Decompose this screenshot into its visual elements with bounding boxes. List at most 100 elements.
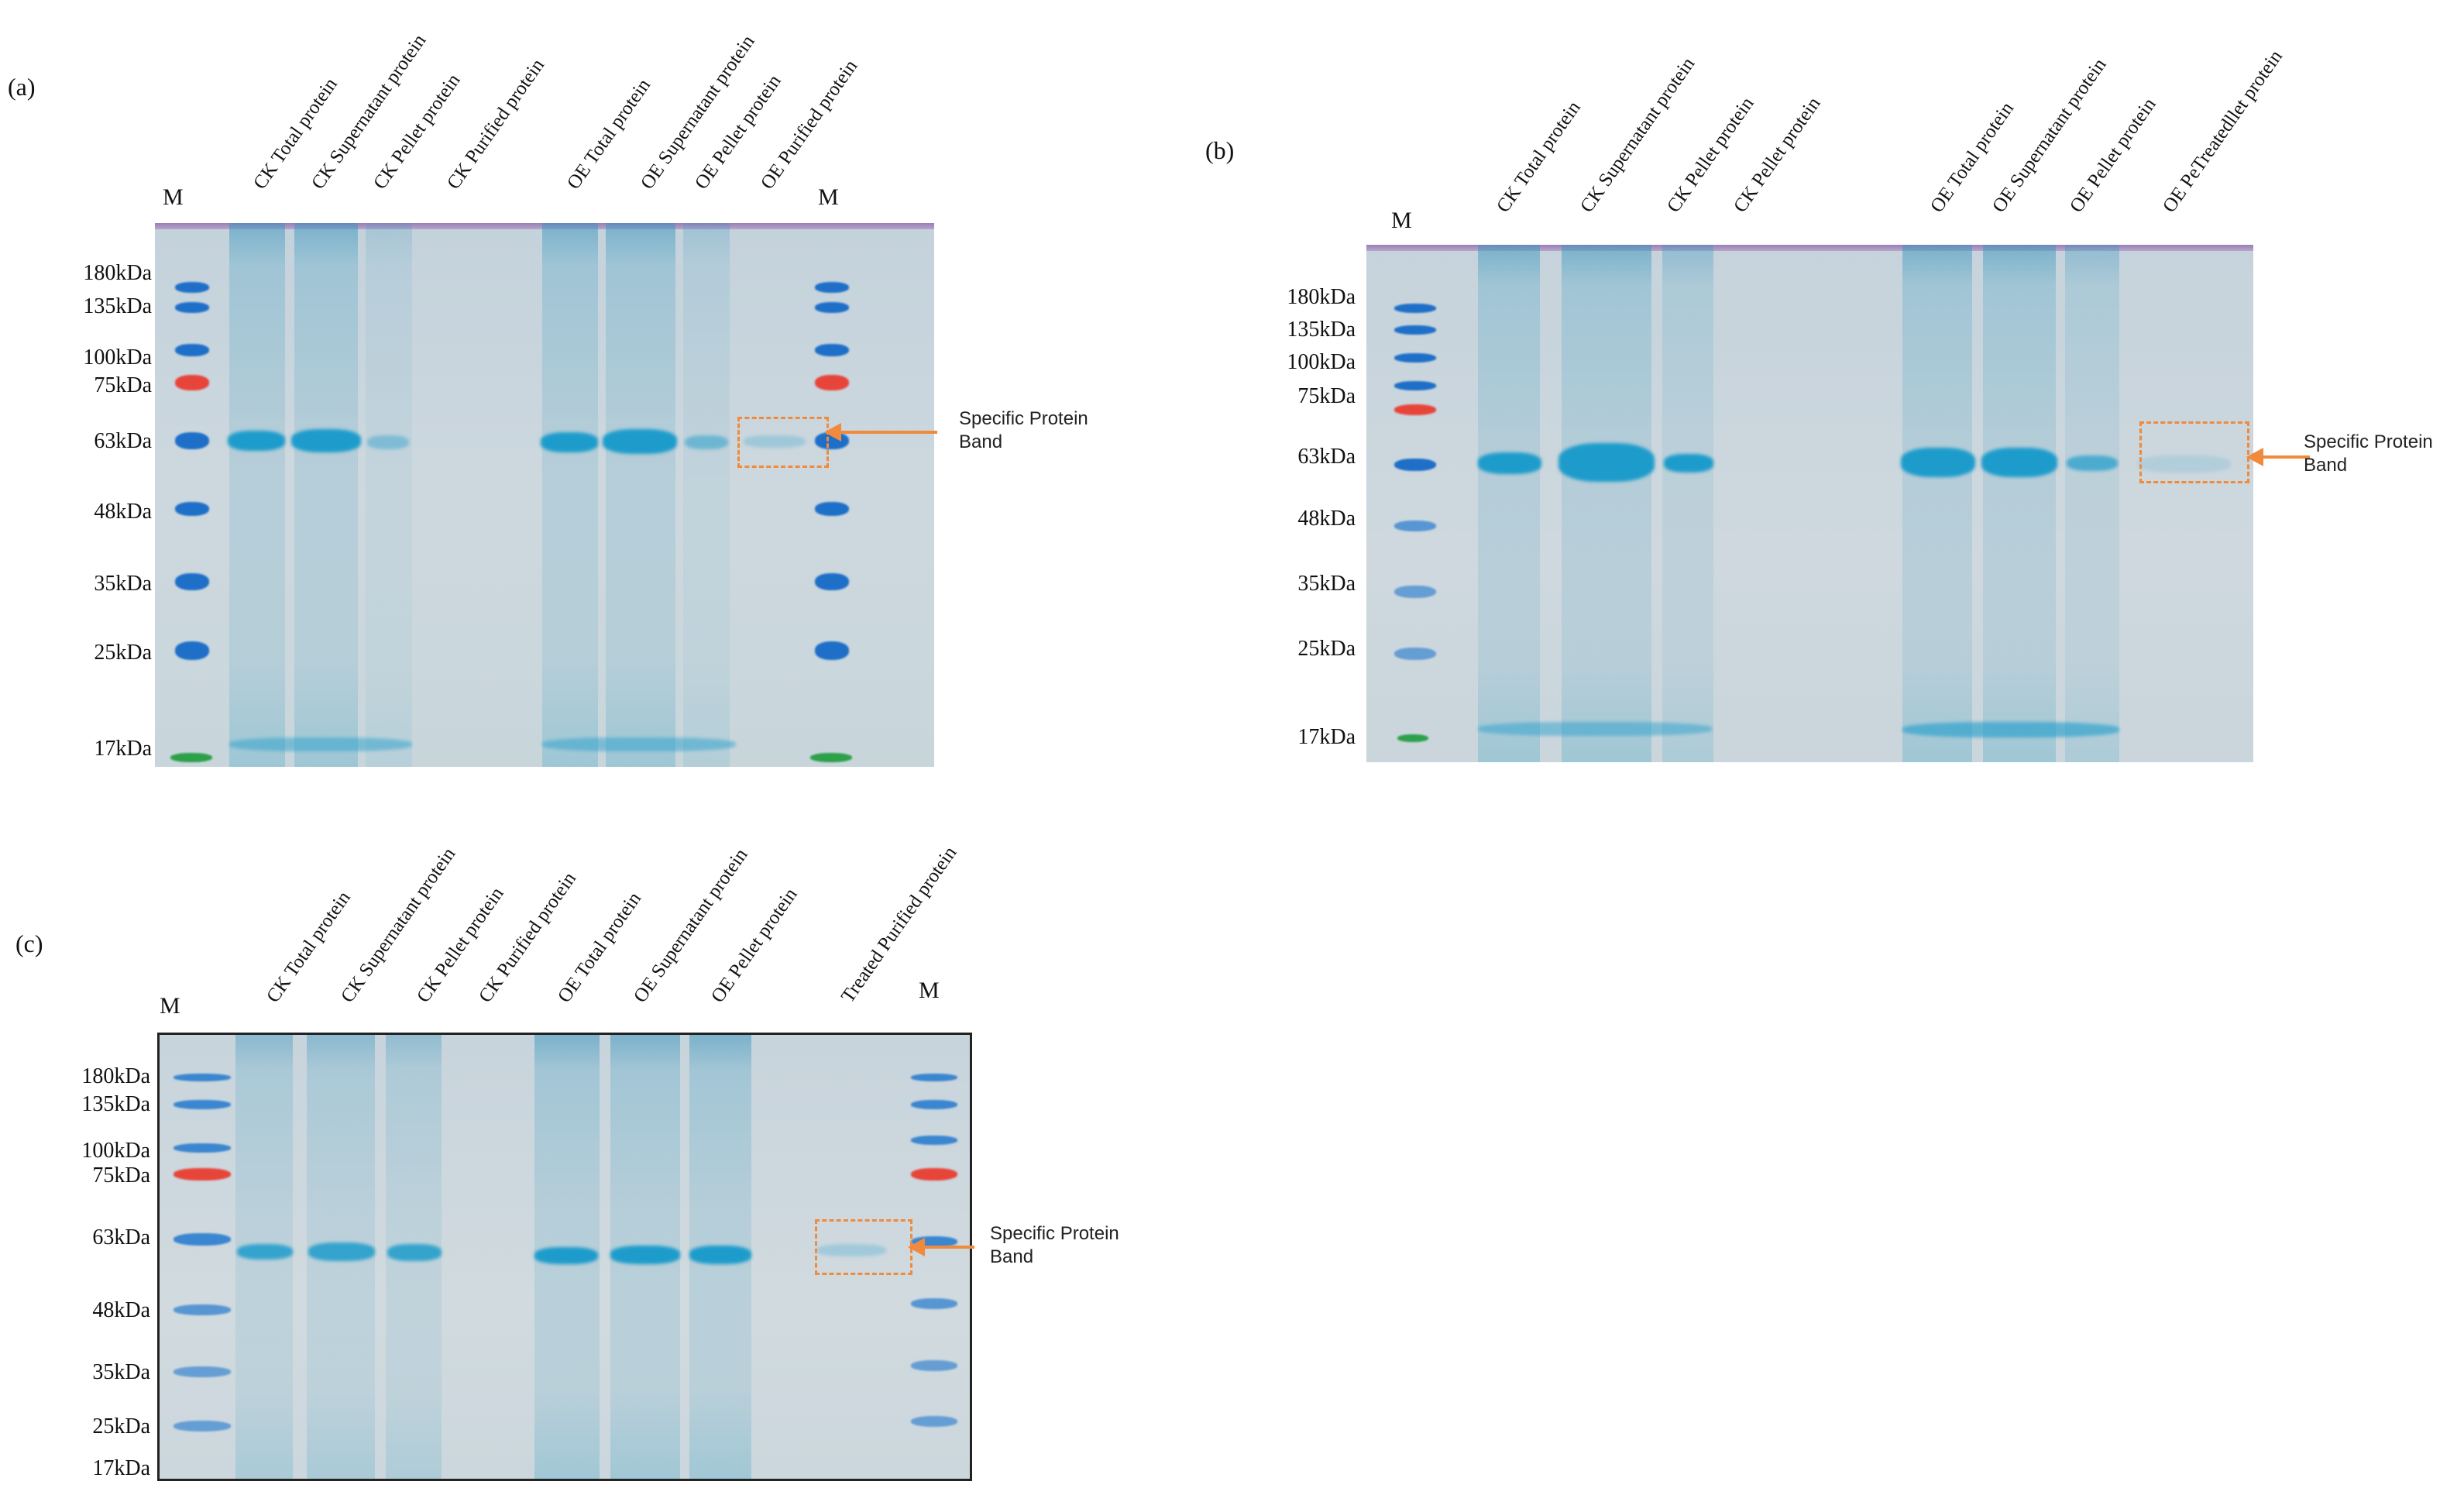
marker-band bbox=[174, 1421, 231, 1431]
sample-lane bbox=[366, 223, 412, 767]
panel-a-mw-17: 17kDa bbox=[94, 737, 152, 761]
panel-b-lane-label-1: CK Total protein bbox=[1493, 97, 1585, 217]
sample-lane bbox=[683, 223, 730, 767]
sample-lane bbox=[229, 223, 285, 767]
annotation-line-2: Band bbox=[990, 1246, 1034, 1267]
protein-band bbox=[387, 1244, 442, 1261]
protein-band bbox=[744, 435, 806, 448]
panel-a-lane-label-2: CK Supernatant protein bbox=[308, 30, 431, 194]
panel-c-mw-48: 48kDa bbox=[92, 1298, 150, 1322]
panel-c-annotation: Specific Protein Band bbox=[990, 1222, 1119, 1269]
panel-b-arrow bbox=[2246, 448, 2310, 466]
panel-a-highlight-box bbox=[737, 417, 829, 468]
marker-band bbox=[911, 1360, 957, 1371]
annotation-line-1: Specific Protein bbox=[959, 408, 1088, 429]
marker-band bbox=[911, 1298, 957, 1309]
sample-lane bbox=[1478, 245, 1540, 762]
panel-c-mw-25: 25kDa bbox=[92, 1414, 150, 1438]
marker-band bbox=[911, 1168, 957, 1181]
panel-a-mw-35: 35kDa bbox=[94, 572, 152, 596]
panel-c-mw-180: 180kDa bbox=[81, 1064, 150, 1088]
marker-band bbox=[815, 502, 849, 516]
protein-band bbox=[291, 429, 361, 452]
marker-band bbox=[1394, 381, 1436, 390]
panel-c-lane-label-7: OE Pellet protein bbox=[707, 884, 802, 1007]
protein-band bbox=[816, 1244, 886, 1256]
marker-band bbox=[815, 375, 849, 390]
marker-band bbox=[170, 753, 212, 762]
annotation-line-2: Band bbox=[2304, 455, 2348, 476]
marker-band bbox=[174, 1304, 231, 1315]
panel-a-mw-180: 180kDa bbox=[83, 261, 152, 285]
panel-c-marker-label-left: M bbox=[160, 993, 180, 1019]
dye-front bbox=[229, 737, 412, 751]
marker-band bbox=[815, 573, 849, 590]
panel-a-gel-image bbox=[155, 223, 934, 767]
panel-a-tag: (a) bbox=[8, 73, 36, 101]
panel-b-lane-label-8: OE PeTreatedllet protein bbox=[2159, 46, 2287, 217]
sample-lane bbox=[2065, 245, 2119, 762]
marker-band bbox=[175, 502, 209, 516]
panel-a-marker-label-left: M bbox=[163, 184, 184, 210]
protein-band bbox=[541, 432, 598, 452]
panel-c-mw-35: 35kDa bbox=[92, 1360, 150, 1384]
panel-b-highlight-box bbox=[2139, 421, 2249, 483]
panel-b-mw-17: 17kDa bbox=[1297, 725, 1356, 749]
marker-band bbox=[911, 1100, 957, 1109]
panel-a-marker-label-right: M bbox=[818, 184, 839, 210]
panel-c-arrow bbox=[908, 1238, 974, 1256]
marker-band bbox=[1394, 459, 1436, 471]
protein-band bbox=[237, 1244, 293, 1260]
marker-band bbox=[815, 641, 849, 660]
protein-band bbox=[1478, 452, 1541, 474]
panel-c-mw-63: 63kDa bbox=[92, 1225, 150, 1249]
annotation-line-1: Specific Protein bbox=[990, 1223, 1119, 1244]
panel-c-mw-100: 100kDa bbox=[81, 1139, 150, 1163]
annotation-line-1: Specific Protein bbox=[2304, 431, 2433, 452]
marker-band bbox=[174, 1074, 231, 1081]
marker-band bbox=[175, 282, 209, 293]
panel-b-gel-image bbox=[1366, 245, 2253, 762]
panel-a-mw-48: 48kDa bbox=[94, 500, 152, 524]
protein-band bbox=[2067, 455, 2118, 471]
panel-b-mw-35: 35kDa bbox=[1297, 572, 1356, 596]
protein-band bbox=[1901, 448, 1975, 477]
panel-c-mw-75: 75kDa bbox=[92, 1163, 150, 1187]
marker-band bbox=[1394, 586, 1436, 598]
protein-band bbox=[228, 431, 285, 451]
panel-c-gel-image bbox=[157, 1033, 972, 1481]
marker-band bbox=[175, 432, 209, 449]
panel-b-mw-180: 180kDa bbox=[1287, 285, 1356, 309]
marker-band bbox=[815, 282, 849, 293]
sample-lane bbox=[606, 223, 675, 767]
sample-lane bbox=[1662, 245, 1713, 762]
sample-lane bbox=[1902, 245, 1972, 762]
panel-b-mw-75: 75kDa bbox=[1297, 384, 1356, 408]
protein-band bbox=[534, 1247, 598, 1264]
panel-b-lane-label-7: OE Pellet protein bbox=[2066, 94, 2160, 217]
marker-band bbox=[1394, 648, 1436, 660]
protein-band bbox=[603, 429, 677, 454]
panel-a-lane-label-4: CK Purified protein bbox=[443, 55, 549, 194]
marker-band bbox=[175, 641, 209, 660]
sample-lane bbox=[1562, 245, 1651, 762]
protein-band bbox=[1981, 448, 2057, 477]
marker-band bbox=[174, 1366, 231, 1377]
panel-c-mw-17: 17kDa bbox=[92, 1456, 150, 1480]
panel-c-mw-135: 135kDa bbox=[81, 1092, 150, 1116]
marker-band bbox=[1394, 304, 1436, 313]
sample-lane bbox=[1983, 245, 2056, 762]
panel-b-mw-48: 48kDa bbox=[1297, 507, 1356, 531]
protein-band bbox=[1558, 443, 1655, 482]
panel-c-lane-label-5: OE Total protein bbox=[554, 888, 646, 1007]
panel-c-lane-label-8: Treated Purified protein bbox=[837, 842, 961, 1007]
marker-band bbox=[911, 1074, 957, 1081]
protein-band bbox=[610, 1246, 680, 1264]
dye-front bbox=[542, 737, 736, 751]
marker-band bbox=[911, 1136, 957, 1145]
protein-band bbox=[689, 1246, 751, 1264]
marker-band bbox=[815, 302, 849, 313]
panel-b-mw-25: 25kDa bbox=[1297, 637, 1356, 661]
panel-a-mw-63: 63kDa bbox=[94, 429, 152, 453]
protein-band bbox=[308, 1242, 375, 1261]
